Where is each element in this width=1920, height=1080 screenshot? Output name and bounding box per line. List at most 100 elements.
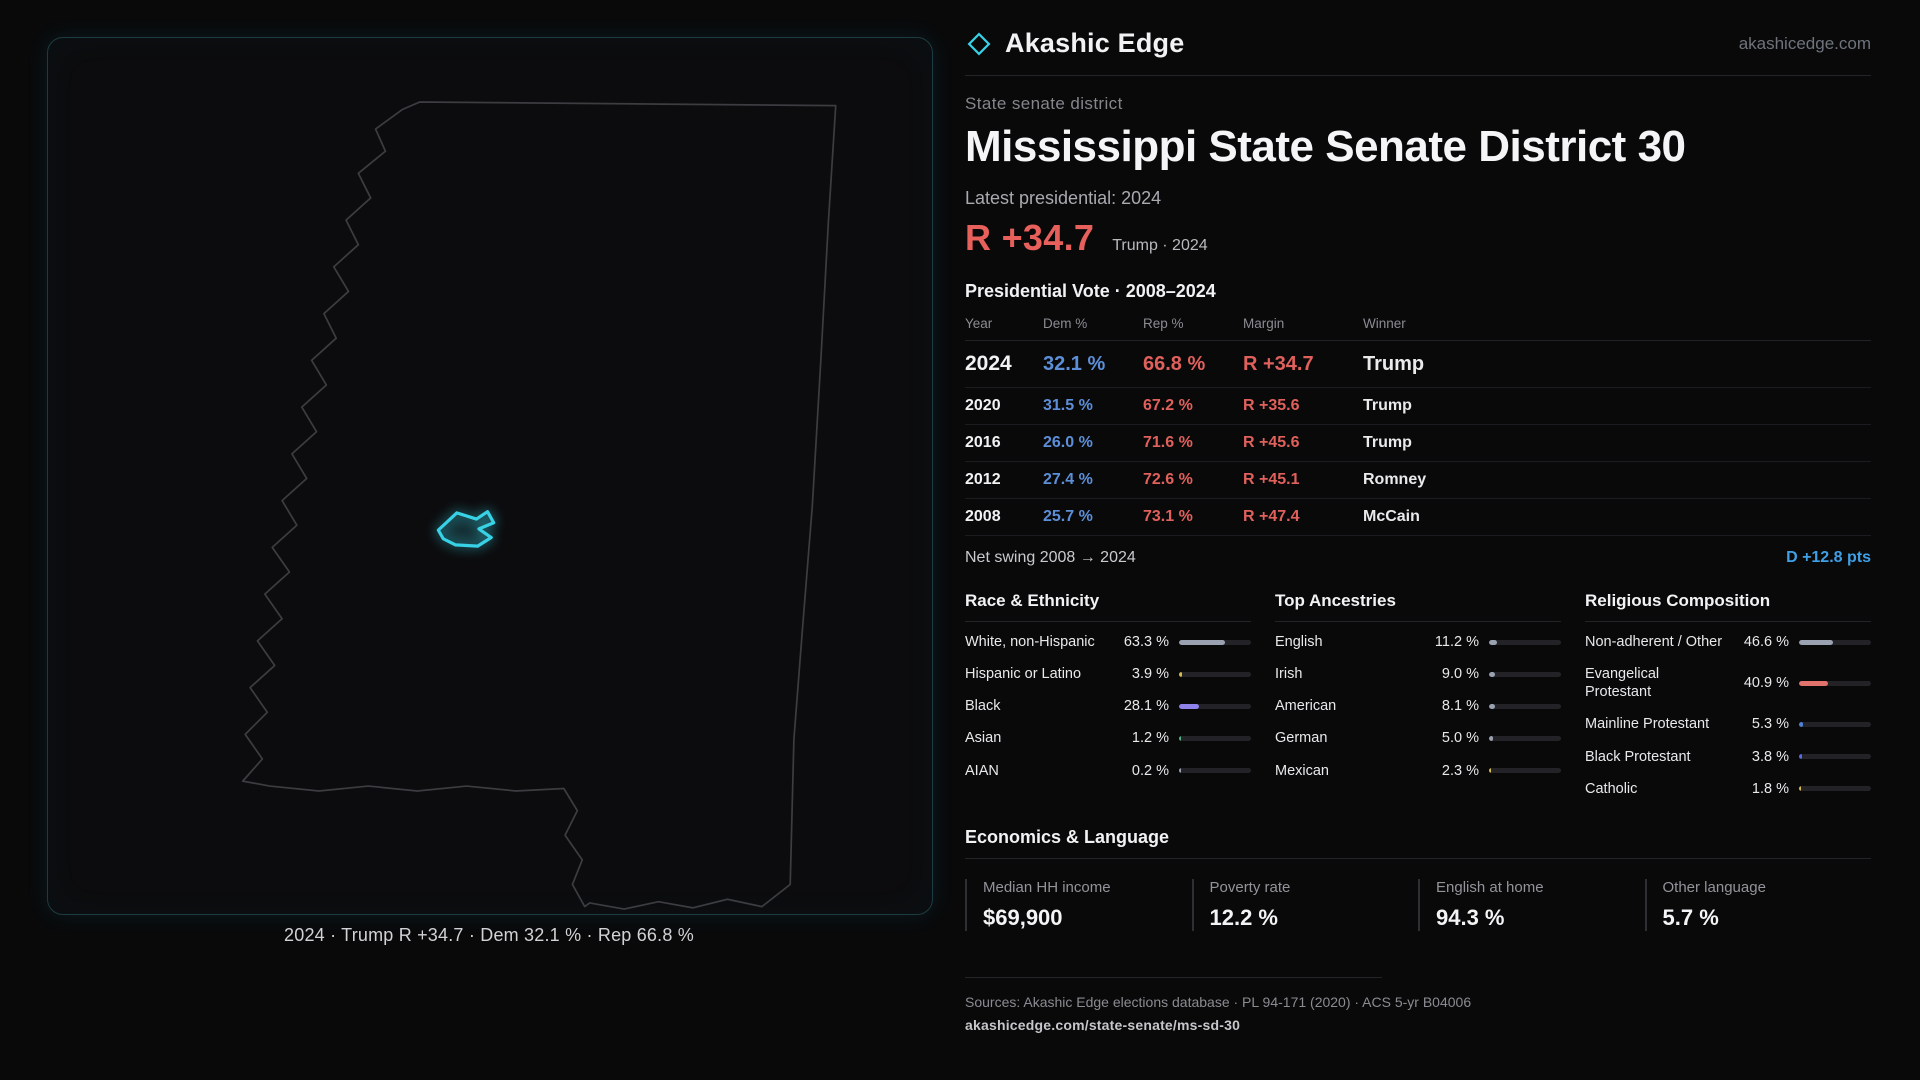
dem-cell: 31.5 %: [1043, 397, 1093, 414]
demo-value: 5.3 %: [1751, 716, 1789, 733]
demographics-section: Race & Ethnicity White, non-Hispanic 63.…: [965, 591, 1871, 805]
col-margin: Margin: [1243, 316, 1285, 331]
bar-fill: [1489, 703, 1495, 709]
col-winner: Winner: [1363, 316, 1406, 331]
margin-cell: R +45.6: [1243, 434, 1300, 451]
dem-cell: 32.1 %: [1043, 352, 1106, 375]
demo-value: 2.3 %: [1441, 762, 1479, 779]
demo-value: 5.0 %: [1441, 730, 1479, 747]
bar-track: [1179, 703, 1251, 709]
demo-label: White, non-Hispanic: [965, 634, 1095, 650]
district-map-panel[interactable]: [47, 37, 933, 915]
bar-fill: [1489, 639, 1498, 645]
list-item: Evangelical Protestant 40.9 %: [1585, 658, 1871, 708]
list-item: Mexican 2.3 %: [1275, 755, 1561, 787]
margin-cell: R +45.1: [1243, 471, 1300, 488]
permalink[interactable]: akashicedge.com/state-senate/ms-sd-30: [965, 1016, 1241, 1033]
footer-divider: [965, 976, 1382, 978]
stat-value: $69,900: [983, 904, 1063, 930]
demo-label: Evangelical Protestant: [1585, 666, 1660, 701]
bar-fill: [1489, 735, 1493, 741]
bar-fill: [1179, 703, 1200, 709]
stat-value: 12.2 %: [1209, 904, 1279, 930]
list-item: White, non-Hispanic 63.3 %: [965, 626, 1251, 658]
demo-value: 0.2 %: [1131, 762, 1169, 779]
bar-track: [1179, 735, 1251, 741]
bar-fill: [1799, 639, 1833, 645]
district-shape[interactable]: [436, 510, 496, 548]
list-item: AIAN 0.2 %: [965, 755, 1251, 787]
demo-value: 3.8 %: [1751, 748, 1789, 765]
demo-label: Mainline Protestant: [1585, 716, 1710, 733]
margin-context: Trump · 2024: [1112, 237, 1208, 254]
demo-label: Black: [965, 698, 1001, 715]
section-title: Top Ancestries: [1275, 591, 1561, 622]
brand-name: Akashic Edge: [1005, 28, 1185, 58]
col-dem: Dem %: [1043, 316, 1088, 331]
sources-text: Sources: Akashic Edge elections database…: [965, 993, 1472, 1010]
rep-cell: 73.1 %: [1143, 508, 1193, 525]
year-cell: 2020: [965, 397, 1001, 414]
bar-fill: [1799, 680, 1829, 686]
state-outline: [241, 101, 837, 910]
stat-label: Median HH income: [983, 878, 1111, 896]
demo-value: 28.1 %: [1123, 698, 1169, 715]
bar-fill: [1179, 639, 1225, 645]
table-row: 2020 31.5 % 67.2 % R +35.6 Trump: [965, 388, 1871, 425]
table-row: 2016 26.0 % 71.6 % R +45.6 Trump: [965, 425, 1871, 462]
list-item: American 8.1 %: [1275, 690, 1561, 722]
demo-value: 40.9 %: [1743, 675, 1789, 692]
demo-value: 46.6 %: [1743, 634, 1789, 651]
list-item: German 5.0 %: [1275, 722, 1561, 754]
state-map-svg: [241, 101, 837, 910]
list-item: Asian 1.2 %: [965, 722, 1251, 754]
bar-fill: [1799, 786, 1801, 792]
net-swing-value: D +12.8 pts: [1786, 549, 1871, 566]
winner-cell: McCain: [1363, 508, 1420, 525]
demo-label: Non-adherent / Other: [1585, 634, 1723, 650]
demo-label: AIAN: [965, 762, 999, 779]
year-cell: 2008: [965, 508, 1001, 525]
margin-cell: R +34.7: [1243, 352, 1314, 375]
demo-value: 63.3 %: [1123, 634, 1169, 651]
list-item: Black Protestant 3.8 %: [1585, 741, 1871, 773]
brand: Akashic Edge: [965, 28, 1184, 59]
col-year: Year: [965, 316, 993, 331]
demo-label: Catholic: [1585, 780, 1638, 797]
demo-value: 9.0 %: [1441, 666, 1479, 683]
vote-table-title: Presidential Vote · 2008–2024: [965, 281, 1216, 301]
demo-label: Mexican: [1275, 762, 1329, 779]
economics-title: Economics & Language: [965, 827, 1871, 859]
demo-label: Black Protestant: [1585, 748, 1691, 765]
bar-track: [1799, 754, 1871, 760]
demo-label: German: [1275, 730, 1328, 747]
bar-fill: [1179, 671, 1182, 677]
race-ethnicity-column: Race & Ethnicity White, non-Hispanic 63.…: [965, 591, 1251, 805]
bar-track: [1489, 703, 1561, 709]
stat-other-language: Other language 5.7 %: [1644, 878, 1872, 931]
bar-fill: [1179, 735, 1181, 741]
district-type-label: State senate district: [965, 94, 1123, 113]
list-item: Black 28.1 %: [965, 690, 1251, 722]
site-link[interactable]: akashicedge.com: [1738, 33, 1871, 53]
list-item: Non-adherent / Other 46.6 %: [1585, 626, 1871, 658]
bar-track: [1799, 786, 1871, 792]
margin-cell: R +35.6: [1243, 397, 1300, 414]
stat-label: Other language: [1662, 878, 1766, 896]
ancestries-column: Top Ancestries English 11.2 % Irish 9.0 …: [1275, 591, 1561, 805]
net-swing-row: Net swing 2008 → 2024 D +12.8 pts: [965, 549, 1871, 567]
demo-value: 1.8 %: [1751, 780, 1789, 797]
bar-track: [1179, 639, 1251, 645]
stat-poverty-rate: Poverty rate 12.2 %: [1191, 878, 1419, 931]
bar-fill: [1799, 754, 1802, 760]
list-item: English 11.2 %: [1275, 626, 1561, 658]
list-item: Irish 9.0 %: [1275, 658, 1561, 690]
rep-cell: 72.6 %: [1143, 471, 1193, 488]
list-item: Catholic 1.8 %: [1585, 773, 1871, 805]
rep-cell: 67.2 %: [1143, 397, 1193, 414]
bar-track: [1799, 680, 1871, 686]
dem-cell: 25.7 %: [1043, 508, 1093, 525]
winner-cell: Trump: [1363, 352, 1425, 375]
footer: Sources: Akashic Edge elections database…: [965, 976, 1871, 1033]
list-item: Hispanic or Latino 3.9 %: [965, 658, 1251, 690]
